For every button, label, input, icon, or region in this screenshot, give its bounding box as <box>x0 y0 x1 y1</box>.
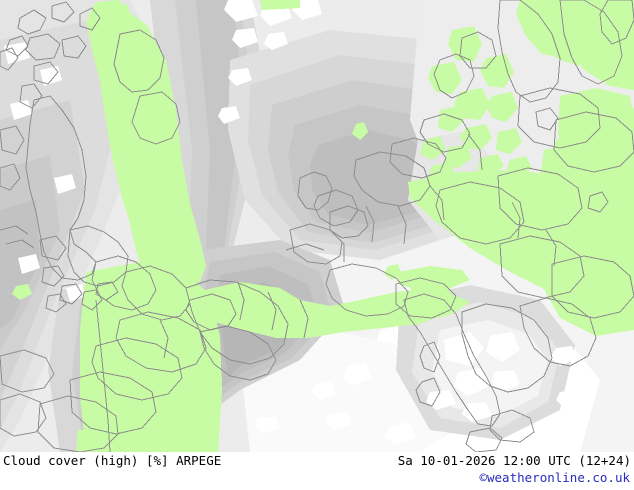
forecast-run-timestamp: Sa 10-01-2026 12:00 UTC (12+24) <box>397 453 631 468</box>
map-footer: Cloud cover (high) [%] ARPEGE Sa 10-01-2… <box>0 452 634 490</box>
map-borders <box>0 0 634 452</box>
copyright-link[interactable]: ©weatheronline.co.uk <box>479 470 630 485</box>
parameter-title: Cloud cover (high) [%] ARPEGE <box>3 453 222 468</box>
weather-map-canvas[interactable] <box>0 0 634 452</box>
